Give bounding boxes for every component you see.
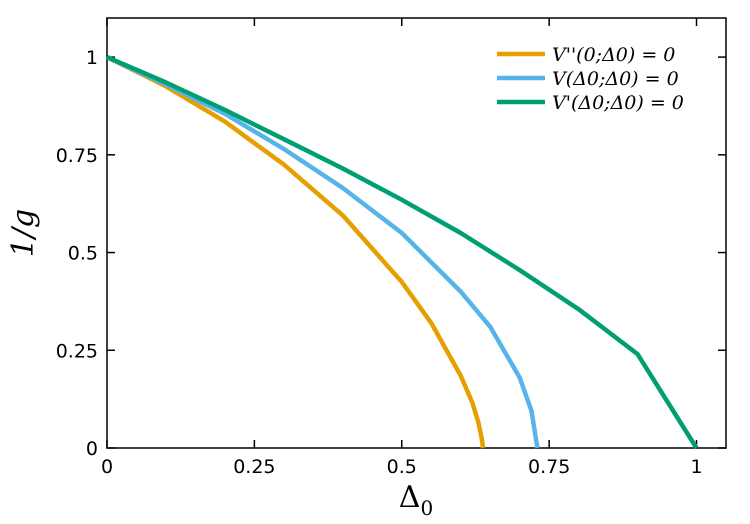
legend: V''(0;Δ0) = 0V(Δ0;Δ0) = 0V'(Δ0;Δ0) = 0 [497,44,684,114]
y-tick-label: 0 [86,438,98,460]
legend-label-1: V''(0;Δ0) = 0 [552,44,675,66]
x-tick-label: 0.5 [387,456,417,478]
y-tick-label: 1 [86,47,98,69]
series-line-2 [106,55,540,449]
legend-label-2: V(Δ0;Δ0) = 0 [552,68,679,90]
x-tick-label: 0.25 [233,456,275,478]
x-axis-title: Δ0 [399,480,433,520]
y-tick-label: 0.75 [56,145,98,167]
y-tick-label: 0.25 [56,340,98,362]
y-axis-title: 1/g [6,209,41,257]
y-axis-ticks: 0 0.25 0.5 0.75 1 [56,47,726,460]
x-axis-ticks: 0 0.25 0.5 0.75 1 [101,18,703,478]
legend-label-3: V'(Δ0;Δ0) = 0 [552,92,684,114]
plot-frame [106,17,727,449]
x-tick-label: 0.75 [528,456,570,478]
series-layer [105,55,699,450]
y-tick-label: 0.5 [68,243,98,265]
x-tick-label: 0 [101,456,113,478]
x-tick-label: 1 [690,456,702,478]
x-axis-title-subscript: 0 [420,496,433,520]
series-line-3 [106,55,699,450]
series-line-1 [105,55,486,449]
